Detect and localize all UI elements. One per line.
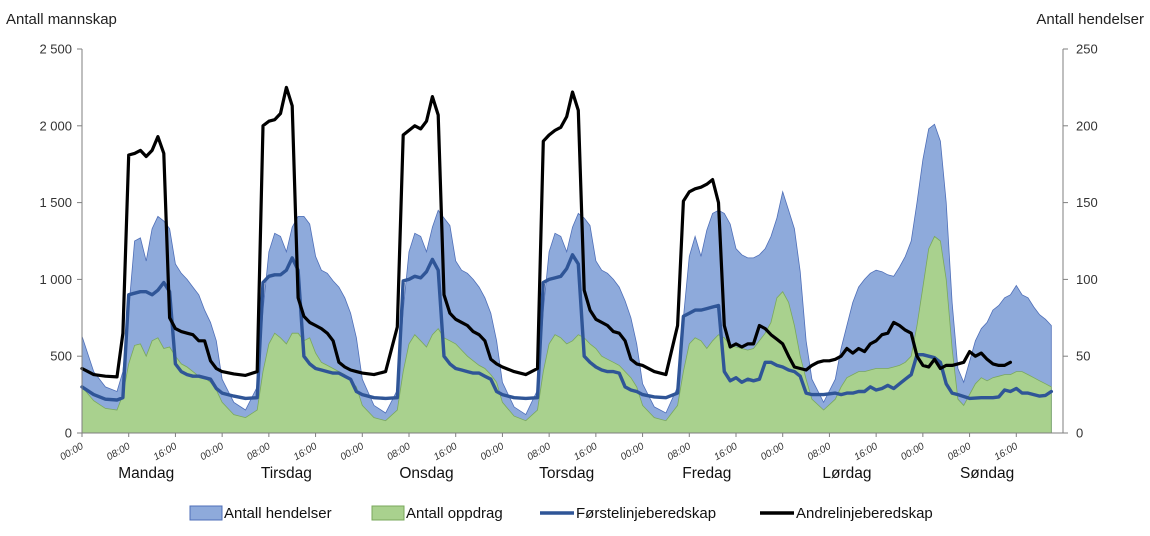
day-label: Fredag: [682, 465, 731, 482]
x-tick-label: 00:00: [198, 441, 226, 463]
x-tick-label: 08:00: [946, 441, 974, 463]
series-line-andrelinjeberedskap: [80, 85, 1012, 379]
x-tick-label: 00:00: [339, 441, 367, 463]
y-left-tick-label: 0: [65, 426, 72, 441]
area-layer: [81, 123, 1052, 434]
legend-item-antall-hendelser: Antall hendelser: [189, 505, 332, 522]
x-tick-label: 16:00: [993, 441, 1021, 463]
legend-swatch: [371, 505, 405, 521]
day-label: Tirsdag: [261, 465, 312, 482]
x-tick-label: 08:00: [806, 441, 834, 463]
legend-label: Antall oppdrag: [406, 505, 503, 522]
y-left-tick-label: 2 500: [39, 42, 72, 57]
day-label: Onsdag: [399, 465, 453, 482]
x-tick-label: 16:00: [572, 441, 600, 463]
y-left-tick-label: 500: [50, 349, 72, 364]
y-axis-right-title: Antall hendelser: [1036, 11, 1144, 28]
x-tick-label: 16:00: [432, 441, 460, 463]
x-tick-label: 08:00: [385, 441, 413, 463]
legend-label: Antall hendelser: [224, 505, 332, 522]
x-tick-label: 08:00: [245, 441, 273, 463]
x-tick-label: 16:00: [292, 441, 320, 463]
x-tick-label: 00:00: [58, 441, 86, 463]
day-label: Søndag: [960, 465, 1014, 482]
y-left-tick-label: 2 000: [39, 118, 72, 133]
x-tick-label: 00:00: [759, 441, 787, 463]
y-right-tick-label: 200: [1076, 118, 1098, 133]
y-right-tick-label: 100: [1076, 272, 1098, 287]
x-tick-label: 16:00: [852, 441, 880, 463]
y-right-tick-label: 50: [1076, 349, 1090, 364]
legend-label: Andrelinjeberedskap: [796, 505, 933, 522]
x-tick-label: 08:00: [105, 441, 133, 463]
legend-swatch: [189, 505, 223, 521]
y-right-tick-label: 150: [1076, 195, 1098, 210]
x-tick-label: 00:00: [619, 441, 647, 463]
line-layer: [80, 85, 1053, 402]
x-tick-label: 00:00: [479, 441, 507, 463]
x-tick-label: 16:00: [712, 441, 740, 463]
y-left-tick-label: 1 500: [39, 195, 72, 210]
y-right-tick-label: 250: [1076, 42, 1098, 57]
y-right-tick-label: 0: [1076, 426, 1083, 441]
legend-label: Førstelinjeberedskap: [576, 505, 716, 522]
legend-item-f-rstelinjeberedskap: Førstelinjeberedskap: [540, 505, 716, 522]
legend: Antall hendelser Antall oppdrag Førstelinj…: [189, 505, 933, 522]
x-tick-label: 00:00: [899, 441, 927, 463]
day-label: Mandag: [118, 465, 174, 482]
x-tick-label: 08:00: [666, 441, 694, 463]
day-label: Lørdag: [822, 465, 871, 482]
legend-item-antall-oppdrag: Antall oppdrag: [371, 505, 503, 522]
series-area-antall-oppdrag: [81, 235, 1052, 434]
series-line-f-rstelinjeberedskap: [80, 253, 1053, 402]
y-left-tick-label: 1 000: [39, 272, 72, 287]
y-axis-left-title: Antall mannskap: [6, 11, 117, 28]
x-tick-label: 08:00: [525, 441, 553, 463]
legend-item-andrelinjeberedskap: Andrelinjeberedskap: [760, 505, 933, 522]
x-tick-label: 16:00: [152, 441, 180, 463]
day-label: Torsdag: [539, 465, 594, 482]
